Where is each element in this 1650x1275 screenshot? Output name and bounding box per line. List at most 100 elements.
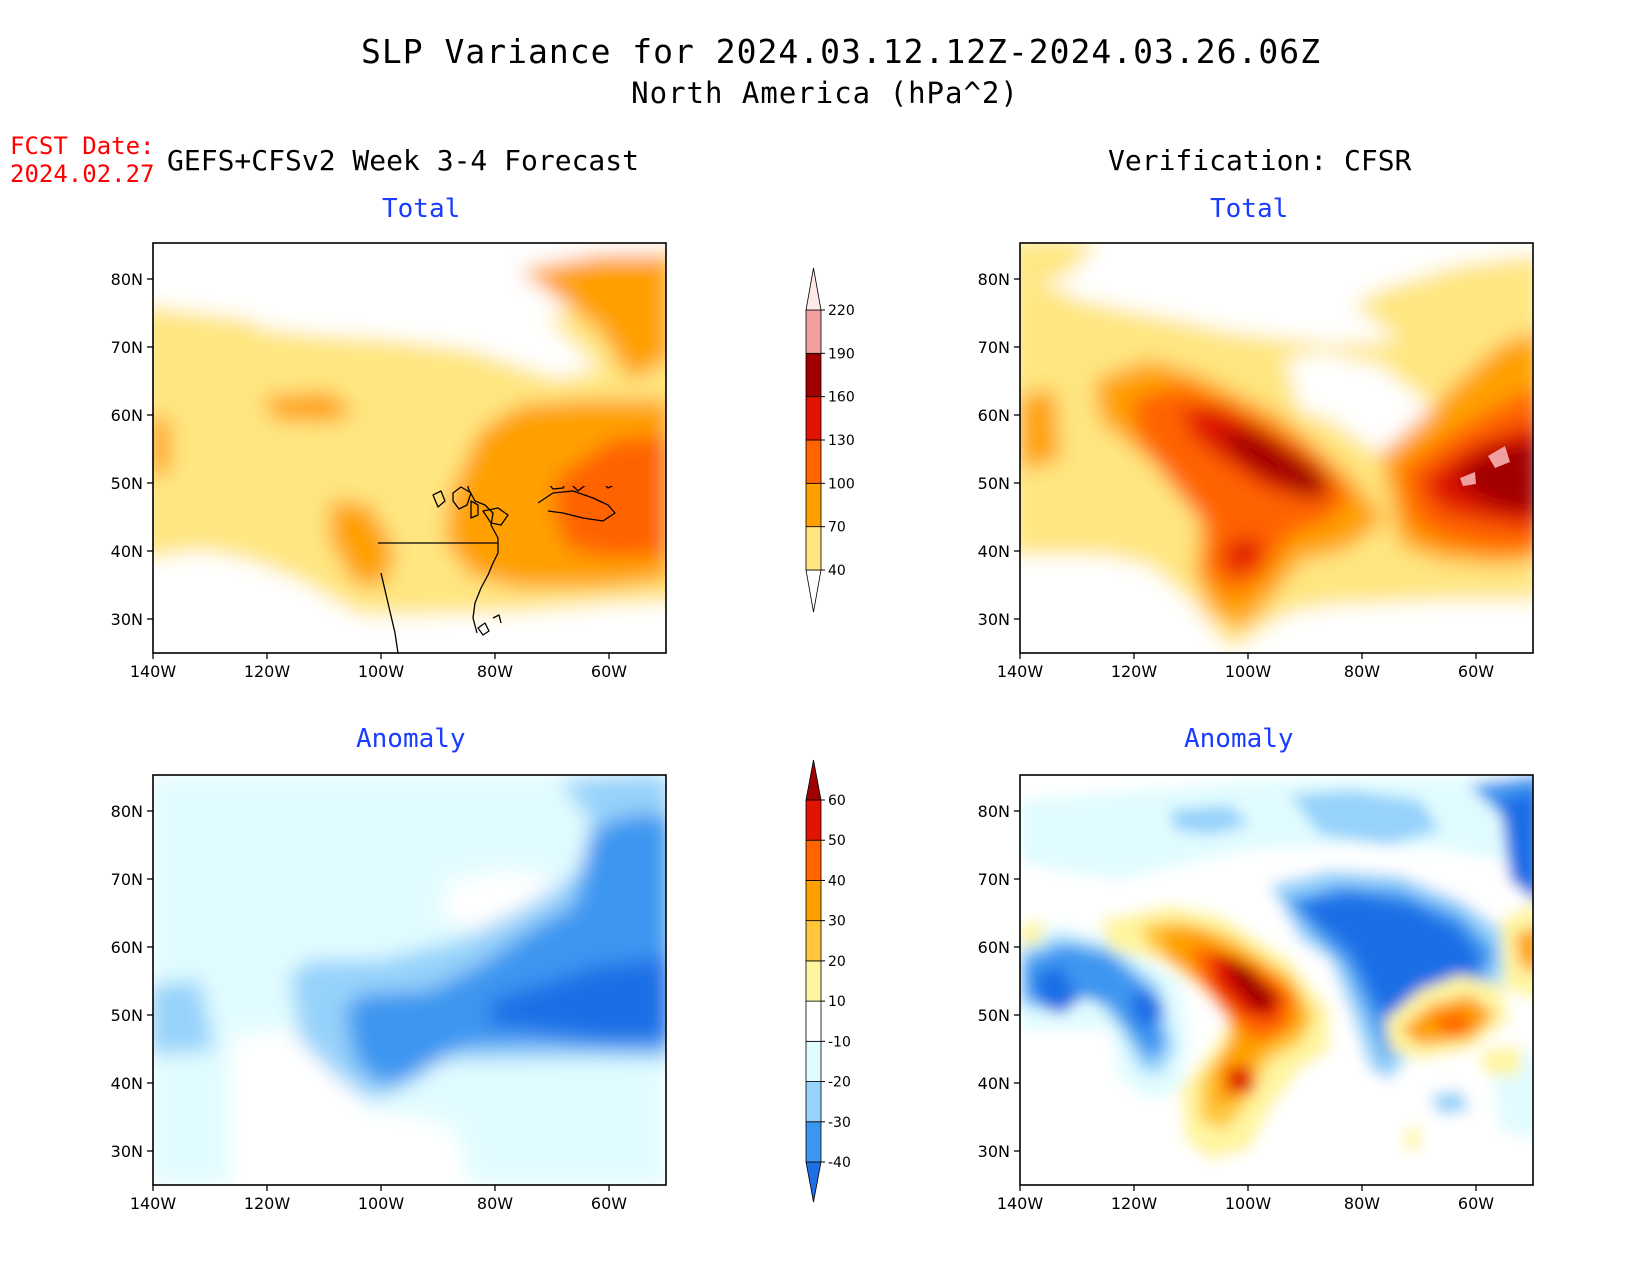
forecast-total-map [153, 243, 666, 653]
lon-tick-label: 120W [1111, 662, 1158, 681]
colorbar-swatch [805, 309, 822, 354]
colorbar-swatch [805, 439, 822, 484]
lon-tick-label: 80W [477, 1194, 513, 1213]
map-overlay-tr: 80N 70N 60N 50N 40N 30N 140W 120W 100W 80W 60W [978, 242, 1534, 681]
map-frame [1019, 774, 1534, 1186]
lat-tick-label: 40N [111, 1074, 143, 1093]
lon-tick-label: 140W [997, 1194, 1044, 1213]
main-title: SLP Variance for 2024.03.12.12Z-2024.03.… [361, 32, 1321, 71]
colorbar-swatch [805, 569, 822, 613]
colorbar-level-label: 40 [828, 563, 846, 579]
colorbar-swatch [805, 482, 822, 528]
lon-tick-label: 80W [1344, 662, 1380, 681]
lon-tick-label: 60W [591, 662, 627, 681]
colorbar-swatch [805, 396, 822, 441]
colorbar-swatch [805, 1040, 822, 1082]
coastline [537, 490, 616, 522]
lat-tick-label: 40N [978, 542, 1010, 561]
colorbar-level-label: -20 [828, 1075, 851, 1091]
lat-tick-label: 70N [111, 338, 143, 357]
panel-title-verification-anomaly: Anomaly [1184, 724, 1294, 754]
lon-tick-label: 140W [997, 662, 1044, 681]
forecast-anomaly-map [153, 775, 666, 1185]
colorbar-swatch [805, 839, 822, 881]
colorbar-level-label: 20 [828, 954, 846, 970]
colorbar-level-label: -10 [828, 1034, 851, 1050]
lon-tick-label: 120W [244, 662, 291, 681]
lat-tick-label: 50N [978, 474, 1010, 493]
colorbar-swatch [805, 267, 822, 311]
colorbar-level-label: 50 [828, 833, 846, 849]
coastline [482, 507, 509, 526]
total-colorbar: 40 70 100 130 160 190 220 [805, 267, 855, 613]
colorbar-level-label: 220 [828, 303, 855, 319]
colorbar-swatch [805, 352, 822, 398]
coastline [380, 572, 399, 654]
map-frame [1019, 242, 1534, 654]
colorbar-level-label: 130 [828, 433, 855, 449]
lon-tick-label: 100W [1225, 662, 1272, 681]
main-subtitle: North America (hPa^2) [631, 76, 1019, 110]
lat-tick-label: 40N [111, 542, 143, 561]
lon-tick-label: 120W [1111, 1194, 1158, 1213]
colorbar-level-label: 190 [828, 346, 855, 362]
lon-tick-label: 60W [591, 1194, 627, 1213]
lon-tick-label: 60W [1458, 662, 1494, 681]
map-overlay-bl: 80N 70N 60N 50N 40N 30N 140W 120W 100W 80W 60W [111, 774, 667, 1213]
colorbar-swatch [805, 920, 822, 962]
colorbar-level-label: 30 [828, 914, 846, 930]
lat-tick-label: 70N [978, 870, 1010, 889]
colorbar-level-label: 70 [828, 520, 846, 536]
colorbar-level-label: 10 [828, 994, 846, 1010]
colorbar-level-label: 40 [828, 873, 846, 889]
colorbar-swatch [805, 1161, 822, 1203]
coastline [452, 486, 472, 510]
colorbar-level-label: 160 [828, 390, 855, 406]
lon-tick-label: 100W [358, 662, 405, 681]
coastline [492, 614, 502, 624]
lon-tick-label: 120W [244, 1194, 291, 1213]
colorbar-swatch [805, 880, 822, 922]
lon-tick-label: 80W [1344, 1194, 1380, 1213]
lat-tick-label: 30N [978, 610, 1010, 629]
lat-tick-label: 80N [111, 270, 143, 289]
verification-anomaly-map [1020, 775, 1533, 1185]
colorbar-level-label: -30 [828, 1115, 851, 1131]
forecast-column-title: GEFS+CFSv2 Week 3-4 Forecast [167, 144, 640, 177]
coastline [477, 622, 490, 636]
lat-tick-label: 70N [111, 870, 143, 889]
lat-tick-label: 80N [978, 270, 1010, 289]
lon-tick-label: 60W [1458, 1194, 1494, 1213]
map-frame [152, 242, 667, 654]
verification-total-map [1020, 243, 1533, 653]
lat-tick-label: 60N [978, 938, 1010, 957]
fcst-date: 2024.02.27 [10, 160, 155, 188]
panel-title-forecast-anomaly: Anomaly [356, 724, 466, 754]
lat-tick-label: 60N [111, 406, 143, 425]
colorbar-swatch [805, 799, 822, 841]
fcst-label: FCST Date: [10, 132, 155, 160]
lat-tick-label: 40N [978, 1074, 1010, 1093]
colorbar-level-label: 100 [828, 476, 855, 492]
coastline [470, 500, 479, 519]
panel-title-forecast-total: Total [382, 194, 461, 224]
lon-tick-label: 80W [477, 662, 513, 681]
lat-tick-label: 50N [111, 1006, 143, 1025]
coastline [549, 486, 565, 490]
colorbar-swatch [805, 759, 822, 801]
colorbar-level-label: -40 [828, 1155, 851, 1171]
lat-tick-label: 50N [111, 474, 143, 493]
anomaly-colorbar: -40 -30 -20 -10 10 20 30 40 50 60 [805, 759, 851, 1203]
map-overlay-br: 80N 70N 60N 50N 40N 30N 140W 120W 100W 80W 60W [978, 774, 1534, 1213]
colorbar-swatch [805, 1000, 822, 1042]
colorbar-level-label: 60 [828, 793, 846, 809]
lat-tick-label: 30N [978, 1142, 1010, 1161]
verification-column-title: Verification: CFSR [1108, 144, 1412, 177]
lat-tick-label: 60N [111, 938, 143, 957]
lat-tick-label: 30N [111, 610, 143, 629]
lon-tick-label: 100W [358, 1194, 405, 1213]
coastline [432, 490, 446, 508]
coastline [467, 486, 499, 634]
panel-title-verification-total: Total [1210, 194, 1289, 224]
